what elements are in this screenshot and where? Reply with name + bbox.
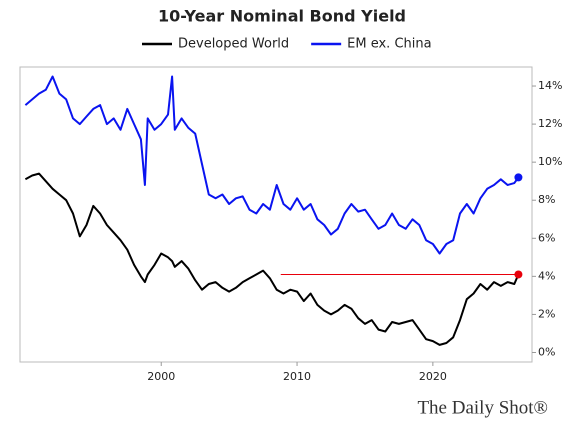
y-tick-label: 14% [538, 79, 562, 92]
plot-frame [19, 66, 533, 363]
source: The Daily Shot® [417, 397, 548, 418]
series-line [24, 172, 520, 346]
y-tick-label: 2% [538, 307, 555, 320]
x-tick-label: 2000 [147, 370, 175, 383]
y-tick-label: 4% [538, 269, 555, 282]
y-tick-label: 6% [538, 231, 555, 244]
legend-label: Developed World [178, 37, 289, 52]
end-marker [514, 270, 523, 279]
y-tick-label: 8% [538, 193, 555, 206]
chart-title: 10-Year Nominal Bond Yield [158, 7, 406, 26]
y-tick-label: 12% [538, 117, 562, 130]
series-line [24, 75, 520, 255]
legend-label: EM ex. China [347, 37, 431, 52]
y-tick-label: 10% [538, 155, 562, 168]
x-tick-label: 2010 [283, 370, 311, 383]
y-tick-label: 0% [538, 345, 555, 358]
x-tick-label: 2020 [419, 370, 447, 383]
end-marker [514, 173, 523, 182]
